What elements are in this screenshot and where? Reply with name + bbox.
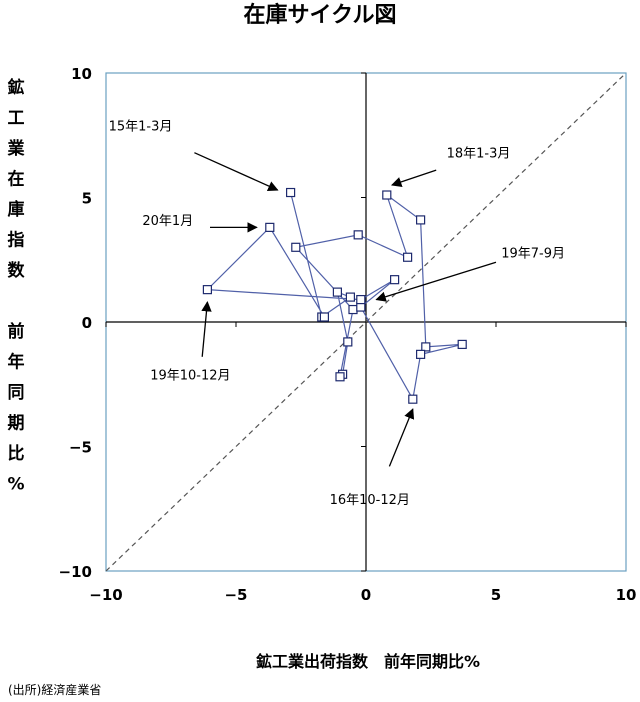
data-point [382, 190, 392, 200]
x-tick-label: 5 [491, 586, 501, 604]
data-points [202, 187, 467, 404]
data-point [457, 339, 467, 350]
reference-diagonal [105, 72, 627, 572]
data-point [335, 372, 345, 382]
data-point [356, 294, 366, 305]
data-point [332, 287, 342, 297]
y-axis-label-char: 業 [8, 138, 25, 159]
annotation-label: 15年1-3月 [109, 119, 173, 134]
data-point [348, 304, 358, 315]
tick-labels: −10 −5 0 5 10 −10 −5 0 5 10 [59, 65, 637, 604]
y-axis-label-char: 指 [8, 230, 25, 251]
y-axis-label-char: 数 [8, 260, 26, 281]
annotation-label: 18年1-3月 [447, 147, 511, 162]
x-tick-label: −10 [89, 586, 122, 604]
data-point [403, 252, 413, 262]
data-point [416, 215, 426, 225]
data-point [345, 292, 355, 302]
data-point [286, 187, 296, 198]
y-axis-label-char: 工 [8, 109, 25, 129]
y-axis-label-char: 年 [8, 352, 25, 373]
annotations: 15年1-3月 18年1-3月 20年1月 19年7-9月 19年10-12月 16年10… [109, 119, 565, 508]
annotation-arrow [388, 408, 415, 467]
annotation-arrow [391, 169, 437, 187]
y-axis-label-char: % [7, 475, 24, 495]
data-point [416, 349, 426, 359]
annotation-arrow [194, 152, 279, 191]
data-point [202, 285, 212, 295]
y-axis-label-char: 庫 [8, 199, 25, 220]
annotation-arrow [201, 301, 212, 357]
x-tick-label: −5 [224, 586, 247, 604]
data-point [408, 394, 418, 404]
data-point [265, 222, 275, 232]
annotation-label: 19年7-9月 [501, 246, 565, 261]
diagonal-line [105, 72, 627, 572]
data-point [319, 312, 329, 322]
x-axis-label: 鉱工業出荷指数 前年同期比% [256, 652, 480, 671]
y-axis-label-char: 在 [8, 169, 25, 190]
data-point [343, 337, 353, 347]
y-axis-label-char: 比 [8, 443, 25, 464]
data-point [390, 275, 400, 285]
y-axis-label-char: 同 [8, 383, 25, 403]
data-point [356, 302, 366, 312]
annotation-arrow [375, 261, 497, 302]
y-tick-label: −5 [69, 439, 92, 457]
y-tick-label: −10 [59, 563, 92, 581]
annotation-label: 20年1月 [142, 214, 193, 229]
annotation-label: 16年10-12月 [330, 493, 410, 508]
data-point [291, 242, 301, 252]
y-axis-label-char: 前 [8, 321, 25, 342]
data-point [421, 342, 431, 352]
source-note: (出所)経済産業省 [8, 682, 101, 697]
x-tick-label: 0 [361, 586, 371, 604]
y-tick-label: 5 [82, 190, 92, 208]
chart-title: 在庫サイクル図 [244, 2, 397, 28]
data-point [353, 230, 363, 240]
x-tick-label: 10 [616, 586, 637, 604]
y-axis-label-char: 鉱 [8, 77, 25, 98]
y-tick-label: 0 [82, 314, 92, 332]
y-tick-label: 10 [71, 65, 92, 83]
y-axis-label-char: 期 [8, 414, 25, 434]
annotation-label: 19年10-12月 [150, 368, 230, 383]
